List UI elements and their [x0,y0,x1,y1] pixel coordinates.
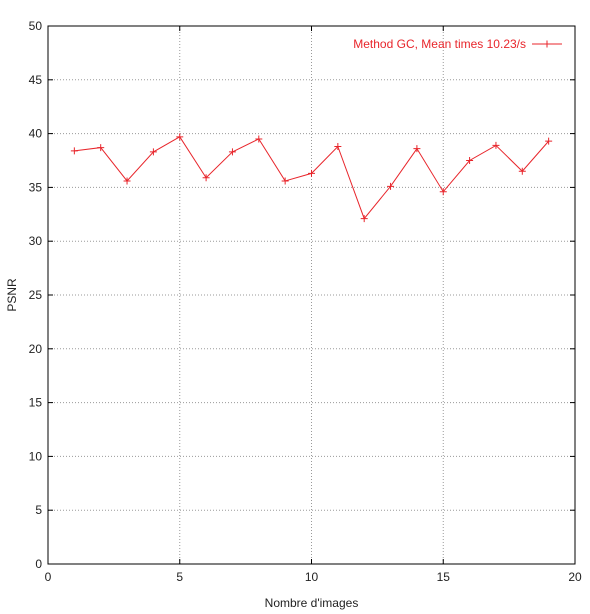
axis-ticks: 0 5 10 15 20 25 30 35 40 45 50 0 5 10 15 20 [29,19,582,584]
legend-marker [543,40,551,48]
data-point-marker [545,137,553,145]
y-tick-label: 40 [29,127,43,141]
y-tick-label: 10 [29,449,43,463]
y-tick-label: 20 [29,342,43,356]
series-layer [70,133,553,223]
data-point-marker [334,143,342,151]
y-tick-label: 30 [29,234,43,248]
data-point-marker [176,133,184,141]
x-tick-label: 20 [568,570,582,584]
data-point-marker [97,144,105,152]
data-point-marker [149,148,157,156]
grid [48,26,575,564]
x-tick-label: 10 [305,570,319,584]
x-tick-label: 15 [437,570,451,584]
data-point-marker [70,147,78,155]
legend-label: Method GC, Mean times 10.23/s [353,37,526,51]
legend: Method GC, Mean times 10.23/s [353,37,562,51]
y-tick-label: 35 [29,180,43,194]
x-axis-label: Nombre d'images [265,596,359,610]
x-tick-label: 5 [176,570,183,584]
data-point-marker [387,182,395,190]
y-tick-label: 15 [29,396,43,410]
data-point-marker [466,157,474,164]
y-tick-label: 45 [29,73,43,87]
data-point-marker [439,188,447,196]
data-point-marker [228,148,236,156]
y-tick-label: 50 [29,19,43,33]
data-point-marker [360,215,368,223]
data-point-marker [492,141,500,149]
y-tick-label: 5 [35,503,42,517]
data-point-marker [308,169,315,177]
data-point-marker [255,135,263,143]
x-tick-label: 0 [45,570,52,584]
data-point-marker [413,145,421,153]
data-point-marker [281,177,289,185]
y-tick-label: 25 [29,288,43,302]
data-point-marker [123,177,131,185]
data-point-marker [202,174,210,182]
y-axis-label: PSNR [5,278,19,312]
y-tick-label: 0 [35,557,42,571]
data-point-marker [518,167,526,175]
